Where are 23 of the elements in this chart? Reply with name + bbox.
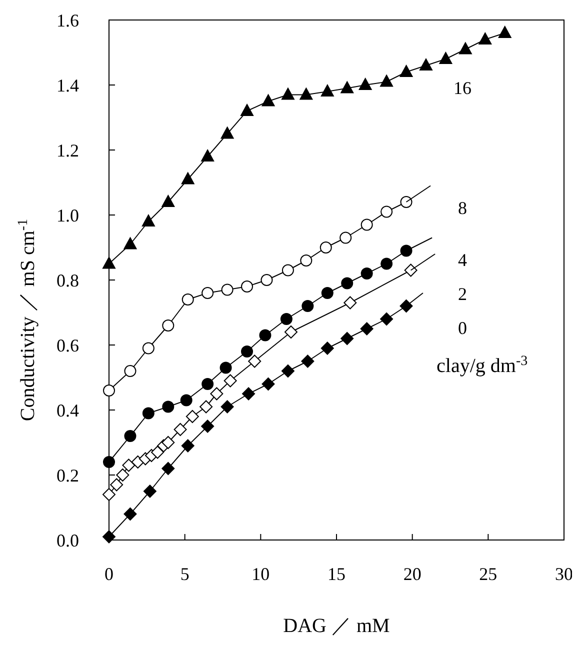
x-tick-label: 0 [104, 564, 114, 584]
x-tick-label: 15 [328, 564, 346, 584]
x-tick-label: 20 [403, 564, 422, 584]
y-tick-label: 0.2 [56, 465, 79, 486]
x-tick-label: 25 [479, 564, 498, 584]
y-tick-label: 0.4 [56, 400, 79, 420]
y-tick-label: 0.8 [56, 270, 79, 290]
x-tick-label: 10 [252, 564, 270, 584]
y-tick-label: 0.6 [56, 335, 79, 356]
y-tick-label: 1.6 [56, 10, 79, 30]
y-tick-label: 1.2 [56, 140, 79, 160]
y-tick-label: 1.0 [56, 205, 79, 226]
x-tick-label: 30 [555, 564, 573, 584]
x-axis-title: DAG ／ mM [283, 615, 390, 637]
legend-title: clay/g dm$^{-3}$ [436, 353, 528, 377]
text: 4 [458, 250, 468, 270]
text: 0 [458, 318, 468, 338]
x-tick-label: 5 [180, 564, 190, 584]
y-tick-label: 0.0 [56, 530, 79, 550]
y-tick-label: 1.4 [56, 75, 79, 96]
text: 8 [458, 198, 468, 218]
text: 2 [458, 284, 468, 304]
series-label: 16 [454, 78, 472, 98]
